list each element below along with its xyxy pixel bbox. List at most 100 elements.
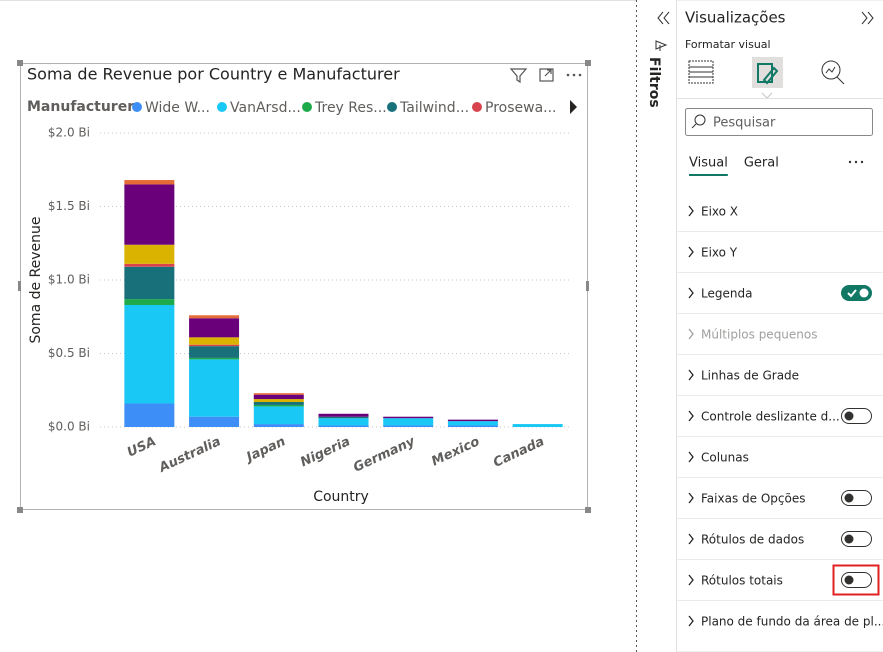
bar-segment[interactable] — [253, 406, 304, 425]
bar-segment[interactable] — [318, 425, 369, 427]
section-chevron[interactable] — [688, 492, 694, 504]
bar-segment[interactable] — [447, 419, 498, 422]
section-label[interactable]: Legenda — [701, 287, 752, 301]
bar-segment[interactable] — [447, 421, 498, 426]
collapse-filters[interactable] — [657, 11, 670, 25]
y-tick-label: $1.0 Bi — [48, 273, 90, 287]
bar-segment[interactable] — [189, 344, 240, 347]
section-chevron[interactable] — [688, 328, 694, 340]
section-chevron[interactable] — [688, 574, 694, 586]
tab-more[interactable] — [848, 160, 864, 164]
bar-segment[interactable] — [253, 393, 304, 395]
panel-subtitle: Formatar visual — [685, 38, 771, 51]
section-label[interactable]: Eixo Y — [701, 246, 738, 260]
section-chevron[interactable] — [688, 205, 694, 217]
bar-segment[interactable] — [189, 416, 240, 427]
bar-segment[interactable] — [253, 399, 304, 403]
panel-tab[interactable]: Visual — [689, 156, 728, 171]
section-chevron[interactable] — [688, 615, 694, 627]
legend-label[interactable]: Tailwind... — [399, 100, 469, 116]
bar-segment[interactable] — [124, 263, 175, 267]
toggle-knob — [844, 493, 854, 503]
visual-header-icons[interactable] — [509, 68, 554, 84]
legend-marker — [387, 102, 397, 112]
bar-segment[interactable] — [253, 404, 304, 407]
panel-content: Visual Geral Eixo X Eixo Y Legenda Múltiplos … — [677, 156, 883, 629]
bar-segment[interactable] — [124, 184, 175, 245]
panel-tab[interactable]: Geral — [744, 156, 779, 171]
toggle-knob — [844, 411, 854, 421]
bar-segment[interactable] — [383, 425, 434, 427]
section-chevron[interactable] — [688, 533, 694, 545]
section-label[interactable]: Colunas — [701, 451, 749, 465]
bar-segment[interactable] — [189, 315, 240, 319]
section-chevron[interactable] — [688, 451, 694, 463]
section-chevron[interactable] — [688, 246, 694, 258]
search-icon — [694, 114, 706, 126]
visualizations-panel — [676, 0, 883, 652]
bar-segment[interactable] — [189, 318, 240, 338]
section-label[interactable]: Linhas de Grade — [701, 369, 799, 383]
resize-handles — [17, 60, 591, 513]
bar-segment[interactable] — [512, 424, 563, 427]
search-icon-handle — [691, 123, 697, 129]
legend-label[interactable]: Prosewa... — [485, 100, 557, 116]
x-axis-title: Country — [313, 489, 369, 505]
analytics-icon[interactable] — [821, 60, 845, 85]
filter-icon — [655, 40, 668, 51]
section-label[interactable]: Eixo X — [701, 205, 738, 219]
bar-segment[interactable] — [124, 244, 175, 264]
toggle-check — [847, 289, 857, 298]
bar-segment[interactable] — [318, 418, 369, 426]
section-label[interactable]: Faixas de Opções — [701, 492, 805, 506]
bar-segment[interactable] — [189, 359, 240, 417]
bar-segment[interactable] — [124, 180, 175, 185]
bar-segment[interactable] — [124, 304, 175, 404]
chart-title: Soma de Revenue por Country e Manufactur… — [27, 65, 400, 84]
bar-segment[interactable] — [253, 424, 304, 427]
y-axis-title: Soma de Revenue — [28, 216, 44, 343]
bar-segment[interactable] — [189, 346, 240, 358]
visual-frame[interactable] — [20, 63, 588, 510]
more-options[interactable] — [566, 73, 582, 77]
legend-marker — [302, 102, 312, 112]
bar-segment[interactable] — [189, 357, 240, 360]
legend-marker — [217, 102, 227, 112]
toggle-knob — [859, 288, 869, 298]
bar-segment[interactable] — [318, 416, 369, 419]
section-label[interactable]: Rótulos de dados — [701, 533, 804, 547]
section-chevron[interactable] — [688, 410, 694, 422]
bar-segment[interactable] — [253, 402, 304, 405]
y-tick-label: $1.5 Bi — [48, 199, 90, 213]
bar-segment[interactable] — [253, 394, 304, 400]
bar-segment[interactable] — [383, 418, 434, 426]
bar-segment[interactable] — [318, 413, 369, 417]
section-label[interactable]: Plano de fundo da área de pl... — [701, 615, 883, 629]
build-visual-icon[interactable] — [688, 60, 714, 84]
bar-segment[interactable] — [383, 416, 434, 419]
section-label[interactable]: Rótulos totais — [701, 574, 783, 588]
section-label[interactable]: Múltiplos pequenos — [701, 328, 818, 342]
toggle-knob — [844, 534, 854, 544]
legend-label[interactable]: VanArsd... — [230, 100, 301, 116]
bar-segment[interactable] — [124, 299, 175, 305]
bar-segment[interactable] — [447, 425, 498, 427]
legend-scroll[interactable] — [570, 100, 577, 114]
y-tick-label: $0.5 Bi — [48, 346, 90, 360]
bar-segment[interactable] — [124, 266, 175, 300]
search-box[interactable] — [685, 108, 873, 136]
section-label[interactable]: Controle deslizante d... — [701, 410, 840, 424]
collapse-panel[interactable] — [861, 11, 874, 25]
bar-segment[interactable] — [124, 403, 175, 427]
legend-label[interactable]: Wide W... — [145, 100, 210, 116]
section-chevron[interactable] — [688, 287, 694, 299]
panel-title: Visualizações — [685, 9, 786, 27]
filters-title[interactable]: Filtros — [646, 57, 662, 108]
legend-label[interactable]: Trey Res... — [314, 100, 387, 116]
bar-segment[interactable] — [189, 337, 240, 345]
section-chevron[interactable] — [688, 369, 694, 381]
toggle-knob — [844, 575, 854, 585]
y-tick-label: $0.0 Bi — [48, 420, 90, 434]
